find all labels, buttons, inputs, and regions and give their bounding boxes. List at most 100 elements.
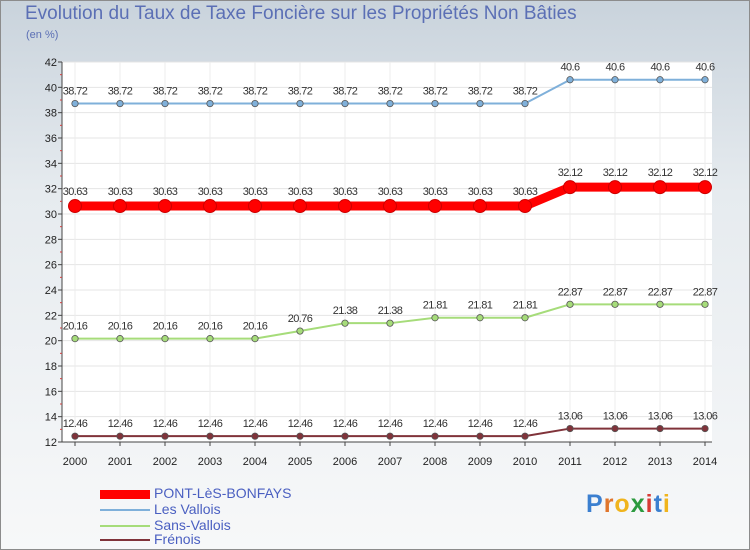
data-label: 30.63 [198,186,223,198]
legend-swatch-blue [100,509,150,512]
data-point [206,99,214,108]
x-tick-label: 2009 [468,456,492,468]
data-point [476,314,484,322]
y-tick-label: 32 [45,184,57,196]
y-tick-label: 24 [45,285,57,297]
y-tick-label: 42 [45,57,57,69]
data-point [296,99,304,108]
data-label: 20.16 [198,321,223,333]
data-label: 32.12 [693,167,718,179]
data-point [386,319,394,327]
y-tick-label: 40 [45,82,57,94]
data-point [71,432,79,440]
legend-label: Sans-Vallois [154,517,231,533]
x-tick-label: 2012 [603,456,627,468]
y-tick-label: 34 [45,158,57,170]
legend-label: Les Vallois [154,501,221,517]
proxiti-logo: Proxiti [586,490,671,519]
data-point [431,432,439,440]
data-point [113,199,127,214]
data-label: 22.87 [648,286,673,298]
data-label: 13.06 [603,411,628,423]
data-point [521,432,529,440]
logo-letter: r [603,490,615,518]
data-label: 12.46 [333,418,358,430]
data-point [338,199,352,214]
data-point [341,99,349,108]
x-tick-label: 2011 [558,456,582,468]
y-tick-label: 28 [45,234,57,246]
data-point [701,424,709,433]
logo-letter: x [630,490,646,518]
legend-item-frenois: Frénois [100,531,201,547]
data-label: 38.72 [198,86,223,98]
data-point [161,432,169,440]
data-point [656,424,664,433]
data-label: 12.46 [153,418,178,430]
data-label: 38.72 [153,86,178,98]
x-tick-label: 2000 [63,456,87,468]
data-label: 40.6 [650,62,669,74]
y-tick-label: 14 [45,412,57,424]
data-label: 21.38 [378,305,403,317]
data-point [203,199,217,214]
x-tick-label: 2003 [198,456,222,468]
x-tick-label: 2010 [513,456,537,468]
data-label: 20.16 [243,321,268,333]
data-label: 12.46 [423,418,448,430]
data-label: 38.72 [243,86,268,98]
data-label: 22.87 [693,286,718,298]
data-point [476,432,484,440]
data-label: 12.46 [378,418,403,430]
data-label: 21.81 [423,300,448,312]
data-point [293,199,307,214]
data-point [701,76,709,84]
data-point [476,99,484,108]
data-label: 30.63 [423,186,448,198]
data-label: 32.12 [603,167,628,179]
legend-swatch-brown [100,539,150,542]
data-point [431,99,439,108]
data-point [251,99,259,108]
data-point [473,199,487,214]
data-label: 38.72 [108,86,133,98]
data-label: 40.6 [605,62,624,74]
data-label: 30.63 [243,186,268,198]
logo-letter: o [614,490,631,518]
x-tick-label: 2001 [108,456,132,468]
data-label: 13.06 [693,411,718,423]
data-label: 40.6 [560,62,579,74]
data-point [701,300,709,308]
data-label: 12.46 [108,418,133,430]
data-label: 38.72 [423,86,448,98]
data-label: 12.46 [468,418,493,430]
data-point [386,99,394,108]
data-label: 40.6 [695,62,714,74]
data-label: 30.63 [108,186,133,198]
data-point [521,99,529,108]
data-point [116,432,124,440]
legend-item-sans-vallois: Sans-Vallois [100,517,231,533]
x-tick-label: 2005 [288,456,312,468]
x-tick-label: 2004 [243,456,267,468]
legend-label: Frénois [154,531,201,547]
data-label: 38.72 [468,86,493,98]
legend-swatch-green [100,525,150,528]
data-point [71,335,79,343]
data-point [296,327,304,335]
data-point [341,432,349,440]
data-label: 22.87 [603,286,628,298]
logo-letter: P [586,490,604,518]
data-label: 20.16 [63,321,88,333]
data-point [248,199,262,214]
data-label: 20.16 [153,321,178,333]
data-label: 30.63 [63,186,88,198]
data-point [563,180,577,195]
data-point [71,99,79,108]
data-label: 32.12 [648,167,673,179]
y-tick-label: 18 [45,361,57,373]
data-point [656,300,664,308]
data-point [566,300,574,308]
data-point [116,335,124,343]
data-label: 13.06 [558,411,583,423]
